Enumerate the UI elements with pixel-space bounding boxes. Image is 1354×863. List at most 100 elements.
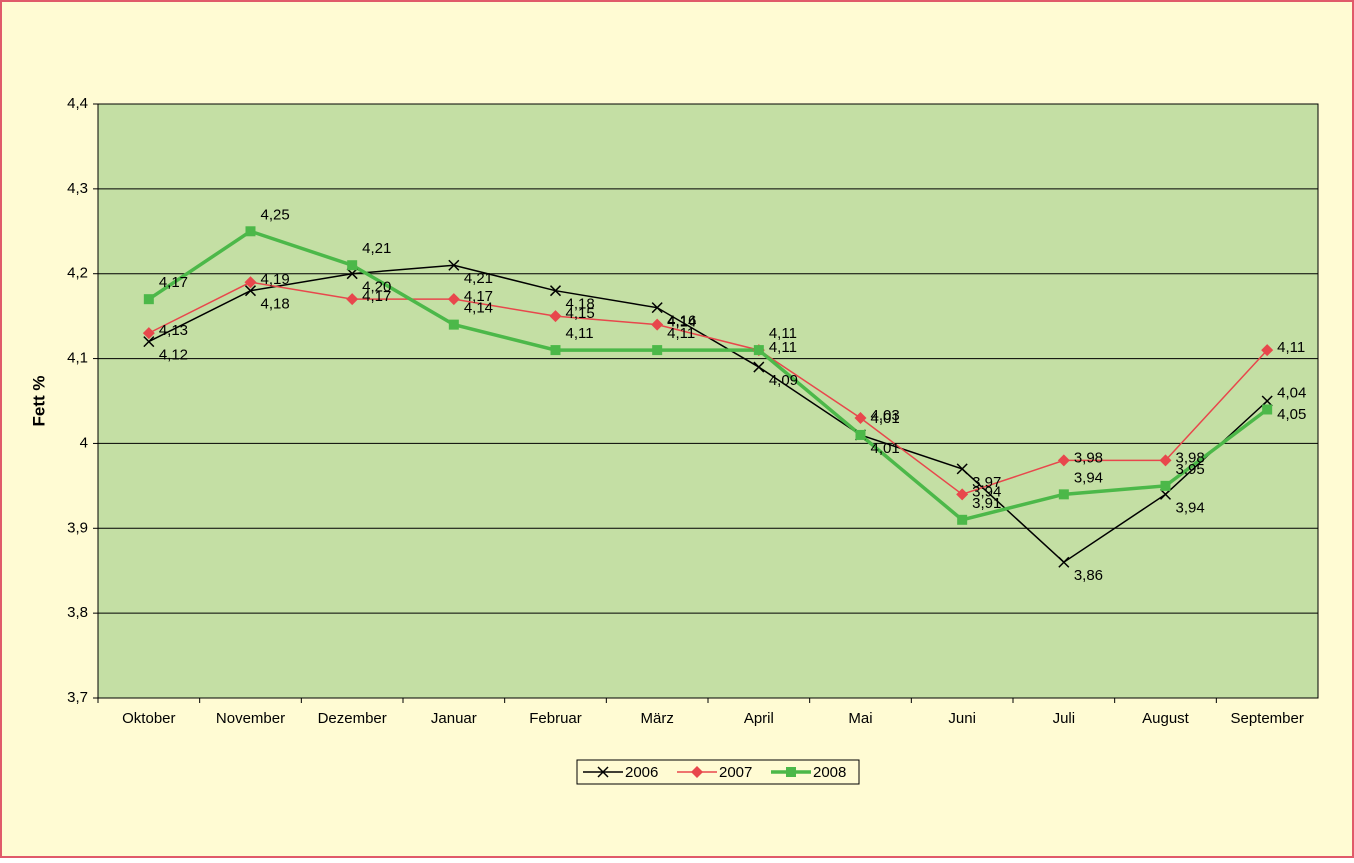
x-tick-label: September <box>1230 710 1303 727</box>
marker <box>854 411 867 424</box>
x-tick-label: Juli <box>1053 710 1076 727</box>
plot-area <box>97 103 1319 699</box>
x-tick-label: Juni <box>948 710 976 727</box>
data-label: 4,17 <box>159 274 188 291</box>
x-tick-label: April <box>744 710 774 727</box>
marker <box>691 766 703 778</box>
legend-label: 2008 <box>813 764 846 781</box>
data-label: 4,17 <box>464 288 493 305</box>
x-tick-label: Mai <box>848 710 872 727</box>
legend-label: 2007 <box>719 764 752 781</box>
marker <box>549 310 562 323</box>
data-label: 3,91 <box>972 495 1001 512</box>
marker <box>1159 454 1172 467</box>
data-label: 3,98 <box>1074 449 1103 466</box>
data-label: 4,11 <box>667 325 695 342</box>
marker <box>1159 488 1172 500</box>
marker <box>143 336 155 348</box>
marker <box>244 276 257 289</box>
marker <box>753 361 765 373</box>
marker <box>957 514 968 525</box>
marker <box>1058 489 1069 500</box>
data-label: 4,19 <box>261 271 290 288</box>
y-tick-label: 4,1 <box>67 350 88 367</box>
y-tick-label: 3,9 <box>67 519 88 536</box>
marker <box>651 302 663 314</box>
x-tick-label: Februar <box>529 710 582 727</box>
marker <box>1261 344 1274 357</box>
x-tick-label: Januar <box>431 710 477 727</box>
data-label: 4,01 <box>871 440 900 457</box>
marker <box>651 318 664 331</box>
data-label: 4,20 <box>362 279 391 296</box>
data-label: 4,05 <box>1277 406 1306 423</box>
legend-label: 2006 <box>625 764 658 781</box>
data-label: 4,18 <box>261 296 290 313</box>
y-tick-label: 4,3 <box>67 180 88 197</box>
marker <box>346 268 358 280</box>
marker <box>652 345 663 356</box>
series-line <box>148 281 1268 496</box>
data-label: 4,16 <box>667 313 696 330</box>
y-tick-label: 4 <box>80 434 88 451</box>
y-tick-label: 4,4 <box>67 95 88 112</box>
marker <box>244 285 257 297</box>
data-label: 4,13 <box>159 322 188 339</box>
marker <box>143 294 154 305</box>
marker <box>956 488 969 501</box>
data-label: 4,01 <box>871 410 900 427</box>
marker <box>447 293 460 306</box>
data-label: 4,12 <box>159 347 188 364</box>
legend: 2006 2007 2008 <box>576 759 860 785</box>
data-label: 3,86 <box>1074 567 1103 584</box>
marker <box>753 345 764 356</box>
data-label: 3,94 <box>972 483 1001 500</box>
y-tick-label: 3,8 <box>67 604 88 621</box>
data-label: 4,11 <box>1277 339 1305 356</box>
data-label: 4,25 <box>261 206 290 223</box>
data-label: 3,94 <box>1176 499 1205 516</box>
x-tick-label: März <box>640 710 673 727</box>
marker <box>1262 404 1273 415</box>
marker <box>1160 480 1171 491</box>
marker <box>346 293 359 306</box>
marker <box>1057 454 1070 467</box>
data-label: 4,14 <box>464 300 493 317</box>
data-label: 4,14 <box>667 314 696 331</box>
marker <box>786 767 796 777</box>
y-tick-label: 3,7 <box>67 689 88 706</box>
data-label: 4,03 <box>871 407 900 424</box>
marker <box>1261 395 1273 407</box>
marker <box>448 259 460 271</box>
data-label: 3,98 <box>1176 449 1205 466</box>
data-label: 4,04 <box>1277 384 1306 401</box>
marker <box>855 429 866 440</box>
data-label: 4,21 <box>464 270 493 287</box>
marker <box>347 260 358 271</box>
data-label: 4,21 <box>362 240 391 257</box>
marker <box>597 766 609 778</box>
x-tick-label: November <box>216 710 285 727</box>
marker <box>1058 556 1070 568</box>
x-tick-label: August <box>1142 710 1190 727</box>
data-label: 4,11 <box>769 325 797 342</box>
data-label: 4,11 <box>769 339 797 356</box>
x-tick-label: Oktober <box>122 710 175 727</box>
marker <box>245 226 256 237</box>
series-line <box>147 229 1269 522</box>
marker <box>550 345 561 356</box>
marker <box>142 327 155 340</box>
data-label: 4,11 <box>566 325 594 342</box>
data-label: 3,95 <box>1176 461 1205 478</box>
marker <box>956 463 968 475</box>
y-axis-label: Fett % <box>29 376 48 427</box>
marker <box>549 285 562 297</box>
legend-box <box>576 759 860 785</box>
marker <box>448 319 459 330</box>
x-tick-label: Dezember <box>318 710 387 727</box>
data-label: 4,17 <box>362 288 391 305</box>
data-label: 4,09 <box>769 372 798 389</box>
data-label: 3,94 <box>1074 469 1103 486</box>
data-label: 4,18 <box>566 296 595 313</box>
